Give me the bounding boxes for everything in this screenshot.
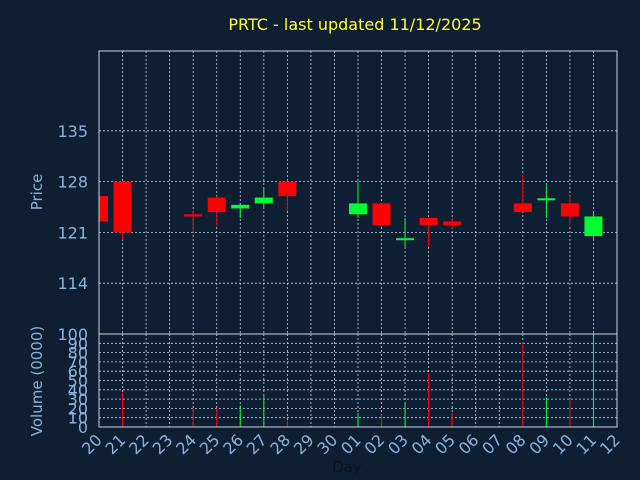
- volume-tick-label: 50: [68, 372, 88, 391]
- candle-body: [184, 214, 203, 217]
- volume-tick-label: 90: [68, 334, 88, 353]
- volume-tick-label: 70: [68, 353, 88, 372]
- candle-body: [99, 196, 108, 222]
- candle-body: [560, 203, 579, 217]
- volume-axis-label: Volume (0000): [28, 326, 46, 436]
- volume-tick-label: 40: [68, 381, 88, 400]
- candle-body: [278, 181, 297, 197]
- volume-tick-label: 30: [68, 390, 88, 409]
- candle-body: [207, 197, 226, 213]
- volume-tick-label: 100: [57, 325, 88, 344]
- candle-body: [349, 203, 367, 215]
- x-axis-label: Day: [332, 458, 362, 476]
- volume-tick-label: 20: [68, 399, 88, 418]
- price-y-ticks: 114 121 128 135: [57, 122, 88, 293]
- volume-tick-label: 60: [68, 362, 88, 381]
- candle-body: [396, 238, 415, 241]
- candle-body: [584, 216, 603, 237]
- candle-body: [419, 217, 438, 226]
- volume-bars: [122, 335, 594, 427]
- candle-body: [113, 181, 132, 233]
- volume-tick-label: 10: [68, 409, 88, 428]
- price-tick-label: 121: [57, 223, 88, 242]
- candle-body: [372, 203, 391, 226]
- x-ticks: 2021222324252627282930010203040506070809…: [78, 430, 624, 458]
- candle-body: [537, 198, 556, 201]
- price-tick-label: 128: [57, 173, 88, 192]
- candle-body: [231, 204, 250, 209]
- candle-body: [443, 221, 462, 226]
- candles: [98, 174, 603, 247]
- volume-panel-frame: [98, 333, 618, 428]
- price-tick-label: 135: [57, 122, 88, 141]
- volume-tick-label: 80: [68, 344, 88, 363]
- chart-title: PRTC - last updated 11/12/2025: [228, 15, 481, 34]
- volume-tick-label: 0: [78, 418, 88, 437]
- candle-body: [254, 197, 273, 204]
- candle-body: [513, 203, 532, 213]
- price-axis-label: Price: [28, 174, 46, 211]
- price-tick-label: 114: [57, 274, 88, 293]
